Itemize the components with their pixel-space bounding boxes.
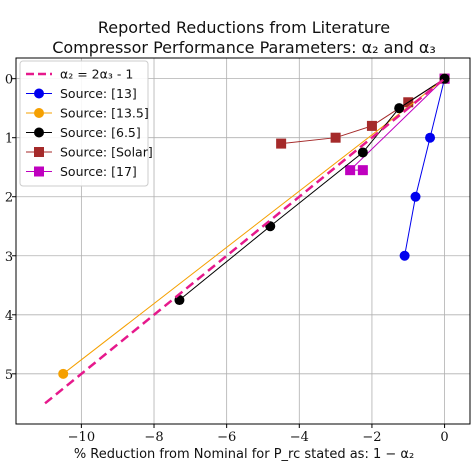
- series-3: [174, 73, 450, 306]
- legend-item: Source: [Solar]: [26, 145, 153, 160]
- legend-label: Source: [13]: [60, 86, 137, 101]
- legend-box: [19, 60, 149, 187]
- legend-item: Source: [17]: [26, 164, 137, 179]
- y-tick-label: 0: [5, 73, 13, 88]
- trend-line: [44, 77, 446, 405]
- legend-item: Source: [13]: [26, 86, 137, 101]
- data-point: [276, 138, 287, 149]
- y-tick-label: 5: [5, 368, 13, 383]
- data-point: [345, 165, 356, 176]
- series-layer: [44, 73, 450, 405]
- series-line: [62, 78, 445, 375]
- data-point: [410, 191, 421, 202]
- legend-marker: [34, 147, 44, 157]
- data-point: [357, 147, 368, 158]
- series-line: [281, 78, 445, 145]
- x-tick-label: −8: [144, 430, 163, 445]
- legend-item: α₂ = 2α₃ - 1: [26, 67, 133, 82]
- legend-marker: [34, 88, 44, 99]
- x-tick-label: 0: [440, 430, 448, 445]
- plot-frame: [15, 57, 471, 425]
- data-point: [425, 132, 436, 143]
- chart-title-line-2: Compressor Performance Parameters: α₂ an…: [52, 38, 436, 57]
- data-point: [394, 103, 405, 114]
- x-tick-label: −6: [217, 430, 236, 445]
- legend-marker: [34, 127, 44, 138]
- legend-label: α₂ = 2α₃ - 1: [60, 67, 133, 82]
- legend-label: Source: [Solar]: [60, 145, 153, 160]
- data-point: [399, 250, 410, 261]
- legend-item: Source: [13.5]: [26, 106, 149, 121]
- y-tick-label: 1: [5, 132, 13, 147]
- series-0: [44, 77, 446, 405]
- x-axis-label: % Reduction from Nominal for P_rc stated…: [74, 447, 414, 462]
- data-point: [366, 120, 377, 131]
- data-point: [357, 165, 368, 176]
- x-tick-label: −4: [290, 430, 309, 445]
- y-tick-label: 3: [5, 250, 13, 265]
- legend-marker: [34, 108, 44, 118]
- series-line: [404, 78, 446, 256]
- ticks-layer: −10 −8 −6 −4 −2 0 0 1 2 3 4 5: [5, 73, 449, 445]
- x-tick-label: −2: [362, 430, 381, 445]
- legend-label: Source: [6.5]: [60, 125, 141, 140]
- legend-item: Source: [6.5]: [26, 125, 141, 140]
- y-tick-label: 2: [5, 191, 13, 206]
- legend-label: Source: [17]: [60, 164, 137, 179]
- x-tick-label: −10: [68, 430, 95, 445]
- y-tick-label: 4: [5, 309, 13, 324]
- data-point: [58, 368, 69, 379]
- chart-title-line-1: Reported Reductions from Literature: [98, 18, 390, 37]
- legend-marker: [34, 166, 44, 177]
- series-5: [345, 73, 450, 176]
- data-point: [330, 132, 341, 143]
- legend-label: Source: [13.5]: [60, 106, 149, 121]
- legend: α₂ = 2α₃ - 1 Source: [13] Source: [13.5] So…: [19, 60, 153, 187]
